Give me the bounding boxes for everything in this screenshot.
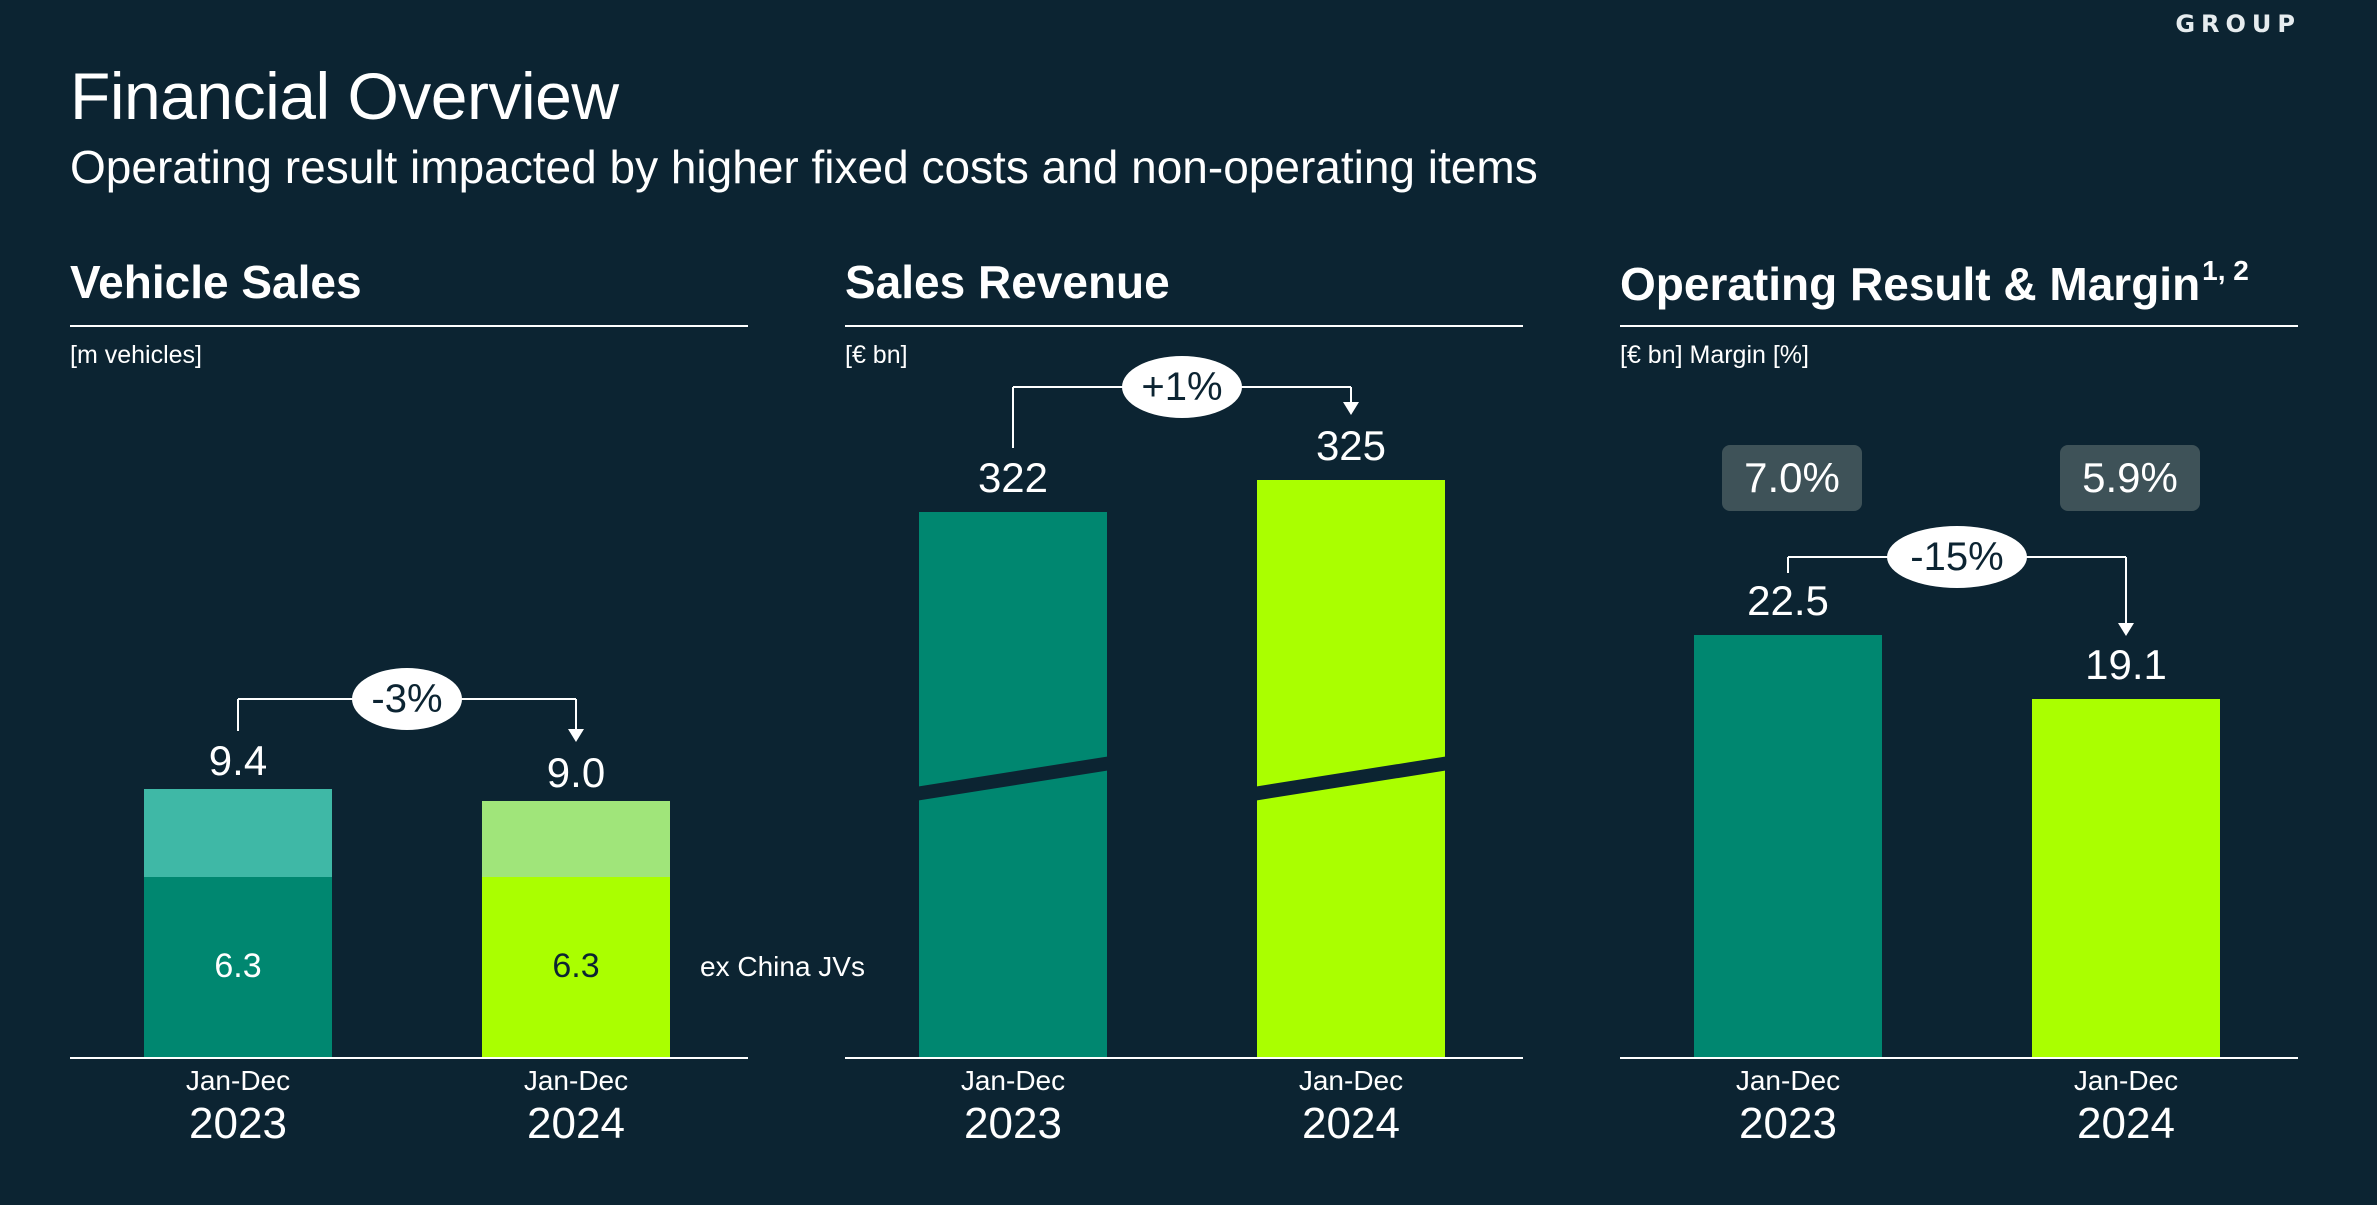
page-title: Financial Overview <box>70 59 619 133</box>
sales-revenue-bar-2024 <box>1257 480 1445 1057</box>
sales-revenue-bar-2023 <box>919 511 1107 1057</box>
vehicle-sales-axis-period-2023: Jan-Dec <box>185 1065 291 1096</box>
vehicle-sales-baseline <box>70 1057 748 1059</box>
operating-result-bar-2023 <box>1694 635 1882 1057</box>
vehicle-sales-total-label-2024: 9.0 <box>546 748 606 796</box>
sales-revenue-axis-year-2023: 2023 <box>964 1099 1062 1148</box>
operating-result-change-arrowhead <box>2118 622 2134 636</box>
sales-revenue-axis-period-2024: Jan-Dec <box>1298 1065 1404 1096</box>
operating-result-axis-period-2023: Jan-Dec <box>1735 1065 1841 1096</box>
sales-revenue-baseline <box>845 1057 1523 1059</box>
vehicle-sales-change-pill: -3% <box>352 668 462 730</box>
sales-revenue-title: Sales Revenue <box>845 256 1170 308</box>
sales-revenue-axis-year-2024: 2024 <box>1302 1099 1400 1148</box>
sales-revenue-title-rule <box>845 325 1523 327</box>
operating-result-baseline <box>1620 1057 2298 1059</box>
vehicle-sales-change-arrowhead <box>568 728 584 742</box>
operating-result-axis-year-2023: 2023 <box>1739 1099 1837 1148</box>
operating-result-change-pill: -15% <box>1887 526 2027 588</box>
vehicle-sales-title: Vehicle Sales <box>70 256 362 308</box>
vehicle-sales-bar-2023-china-jvs-segment <box>144 789 332 878</box>
sales-revenue-change-left-stem <box>1012 387 1014 448</box>
ex-china-jvs-label: ex China JVs <box>700 951 865 982</box>
vehicle-sales-axis-year-2024: 2024 <box>527 1099 625 1148</box>
operating-result-value-label-2024: 19.1 <box>2085 640 2167 688</box>
sales-revenue-axis-break-2023 <box>919 755 1107 801</box>
operating-margin-box-2023: 7.0% <box>1722 445 1862 511</box>
operating-result-chart: Operating Result & Margin1, 2 [€ bn] Mar… <box>1620 255 2298 1185</box>
sales-revenue-axis-period-2023: Jan-Dec <box>960 1065 1066 1096</box>
sales-revenue-change-right-stem <box>1350 387 1352 403</box>
vehicle-sales-axis-year-2023: 2023 <box>189 1099 287 1148</box>
sales-revenue-change-pill: +1% <box>1122 356 1242 418</box>
sales-revenue-change-arrowhead <box>1343 402 1359 415</box>
operating-result-axis-period-2024: Jan-Dec <box>2073 1065 2179 1096</box>
sales-revenue-axis-break-2024 <box>1257 755 1445 801</box>
operating-result-bar-2024 <box>2032 698 2220 1057</box>
vehicle-sales-change-right-stem <box>575 699 577 730</box>
operating-result-change-right-stem <box>2125 557 2127 624</box>
vehicle-sales-chart: Vehicle Sales [m vehicles] ex China JVs … <box>70 255 865 1185</box>
brand-wordmark: GROUP <box>2175 10 2301 38</box>
page-subtitle: Operating result impacted by higher fixe… <box>70 141 1538 193</box>
sales-revenue-value-label-2023: 322 <box>977 453 1049 501</box>
sales-revenue-chart: Sales Revenue [€ bn] 322 325 +1% Jan-Dec 202… <box>845 255 1523 1185</box>
operating-result-title-rule <box>1620 325 2298 327</box>
operating-result-title: Operating Result & Margin1, 2 <box>1620 255 2249 311</box>
vehicle-sales-inner-label-2024: 6.3 <box>552 947 600 986</box>
vehicle-sales-bar-2023-ex-china-segment <box>144 877 332 1057</box>
operating-result-unit: [€ bn] Margin [%] <box>1620 341 1809 369</box>
operating-result-change-left-stem <box>1787 557 1789 574</box>
operating-margin-box-2024: 5.9% <box>2060 445 2200 511</box>
operating-result-value-label-2023: 22.5 <box>1747 577 1829 625</box>
vehicle-sales-axis-period-2024: Jan-Dec <box>523 1065 629 1096</box>
vehicle-sales-total-label-2023: 9.4 <box>208 737 268 785</box>
vehicle-sales-bar-2024-china-jvs-segment <box>482 800 670 878</box>
operating-result-footnote: 1, 2 <box>2202 255 2249 286</box>
vehicle-sales-title-rule <box>70 325 748 327</box>
vehicle-sales-inner-label-2023: 6.3 <box>214 947 262 986</box>
sales-revenue-value-label-2024: 325 <box>1315 422 1387 469</box>
vehicle-sales-unit: [m vehicles] <box>70 341 202 369</box>
sales-revenue-unit: [€ bn] <box>845 341 908 369</box>
operating-result-title-text: Operating Result & Margin <box>1620 258 2201 310</box>
vehicle-sales-bar-2023: 6.3 <box>144 789 332 1057</box>
vehicle-sales-bar-2024-ex-china-segment <box>482 877 670 1057</box>
vehicle-sales-change-left-stem <box>237 699 239 732</box>
operating-result-axis-year-2024: 2024 <box>2077 1099 2175 1148</box>
vehicle-sales-bar-2024: 6.3 <box>482 800 670 1058</box>
